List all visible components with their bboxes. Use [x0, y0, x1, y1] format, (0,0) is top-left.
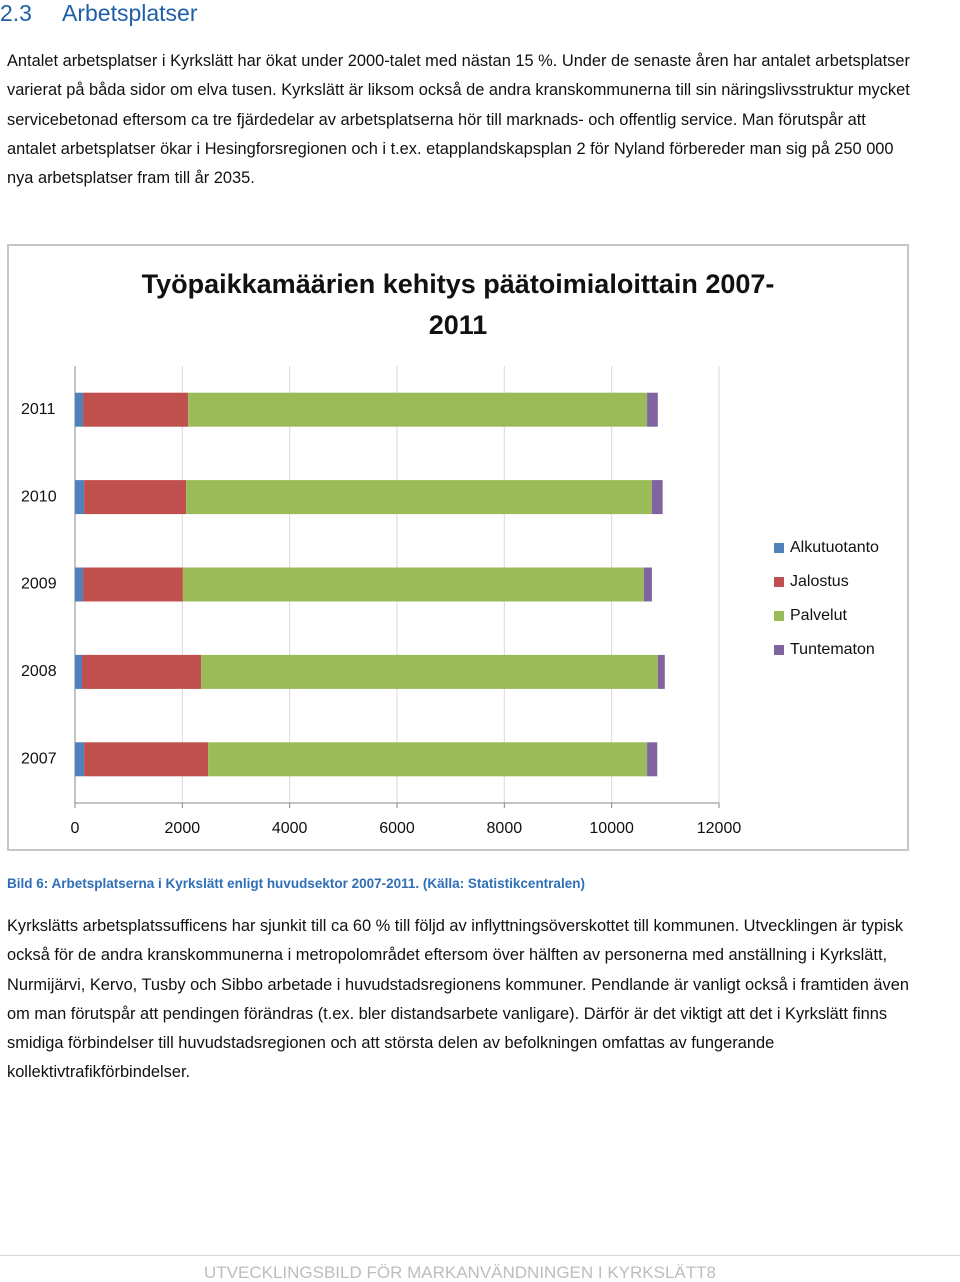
y-tick-label: 2007 [21, 751, 57, 768]
legend-label: Palvelut [790, 607, 847, 624]
heading-title: Arbetsplatser [61, 0, 198, 26]
paragraph: Antalet arbetsplatser i Kyrkslätt har ök… [7, 52, 910, 188]
bar-segment [75, 392, 84, 427]
y-tick-label: 2009 [21, 576, 57, 593]
bar-segment [186, 480, 652, 515]
chart-title: Työpaikkamäärien kehitys päätoimialoitta… [141, 269, 775, 340]
legend-swatch [774, 577, 784, 587]
legend-swatch [774, 645, 784, 655]
caption: Bild 6: Arbetsplatserna i Kyrkslätt enli… [7, 876, 585, 891]
x-tick-label: 8000 [487, 820, 523, 837]
bar-segment [75, 654, 82, 689]
legend-swatch [774, 543, 784, 553]
bar-segment [84, 742, 209, 777]
footer: UTVECKLINGSBILD FÖR MARKANVÄNDNINGEN I K… [204, 1263, 716, 1282]
bar-segment [651, 480, 663, 515]
bar-segment [647, 392, 658, 427]
bar-segment [643, 567, 652, 602]
x-tick-label: 10000 [589, 820, 634, 837]
bar-segment [83, 567, 183, 602]
legend-label: Jalostus [790, 573, 849, 590]
y-tick-label: 2008 [21, 663, 57, 680]
y-tick-label: 2011 [21, 401, 56, 418]
bar-segment [75, 567, 84, 602]
chart: Työpaikkamäärien kehitys päätoimialoitta… [7, 244, 909, 851]
bar-segment [647, 742, 658, 777]
x-tick-label: 6000 [379, 820, 415, 837]
bar-segment [201, 654, 658, 689]
legend-label: Tuntematon [790, 641, 875, 658]
bar-segment [75, 742, 85, 777]
y-tick-label: 2010 [21, 488, 57, 505]
heading-number: 2.3 [0, 0, 32, 26]
footer-rule [0, 1255, 960, 1256]
bar-segment [208, 742, 648, 777]
bar-segment [182, 567, 644, 602]
x-tick-label: 12000 [697, 820, 742, 837]
x-tick-label: 4000 [272, 820, 308, 837]
heading: 2.3 Arbetsplatser [0, 0, 228, 27]
x-tick-label: 2000 [165, 820, 201, 837]
legend-swatch [774, 611, 784, 621]
bar-segment [657, 654, 665, 689]
bar-segment [84, 480, 187, 515]
bar-segment [188, 392, 648, 427]
chart-plot: 0 2000 4000 6000 8000 10000 12000 2007 2008 2009 2… [21, 366, 879, 837]
x-tick-label: 0 [71, 820, 80, 837]
paragraph: Kyrkslätts arbetsplatssufficens har sjun… [7, 917, 909, 1082]
bar-segment [83, 392, 189, 427]
bar-segment [75, 480, 85, 515]
bar-segment [81, 654, 202, 689]
legend-label: Alkutuotanto [790, 539, 879, 556]
